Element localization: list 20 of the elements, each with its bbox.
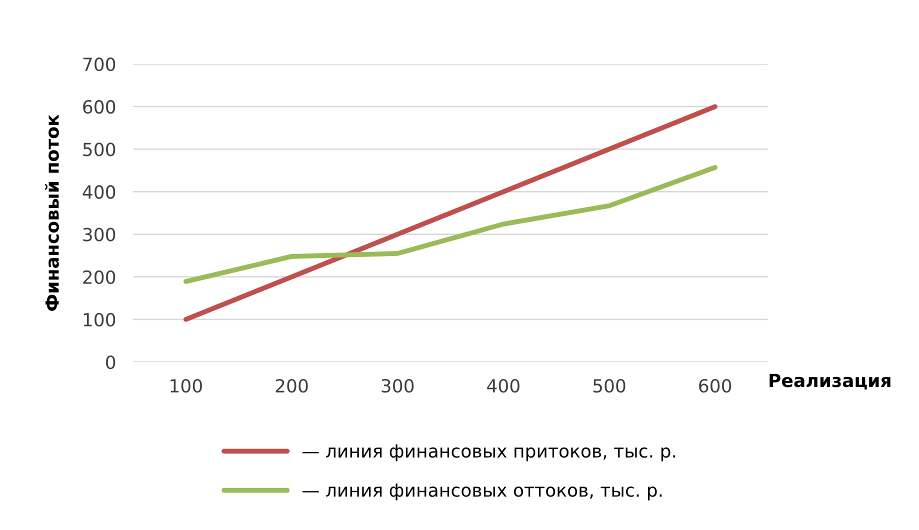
y-tick-label: 0 [106, 355, 116, 370]
y-tick-label: 700 [83, 57, 116, 72]
y-axis-title: Финансовый поток [44, 114, 59, 311]
x-tick-label: 200 [276, 378, 308, 393]
x-axis-title: Реализация [770, 374, 890, 390]
x-tick-label: 400 [487, 378, 520, 393]
line-series [183, 104, 718, 322]
legend-label: — линия финансовых оттоков, тыс. р. [302, 484, 662, 500]
y-tick-label: 300 [83, 228, 116, 242]
x-tick-label: 500 [593, 378, 626, 393]
y-tick-label: 200 [83, 270, 116, 284]
x-tick-label: 600 [699, 378, 732, 393]
x-tick-label: 300 [382, 378, 414, 393]
line-series [183, 165, 718, 284]
y-tick-label: 500 [83, 142, 116, 156]
legend-label: — линия финансовых притоков, тыс. р. [302, 444, 676, 462]
y-tick-label: 600 [83, 100, 116, 114]
x-tick-label: 100 [170, 378, 202, 393]
y-tick-label: 100 [84, 312, 116, 327]
y-tick-label: 400 [82, 185, 116, 199]
